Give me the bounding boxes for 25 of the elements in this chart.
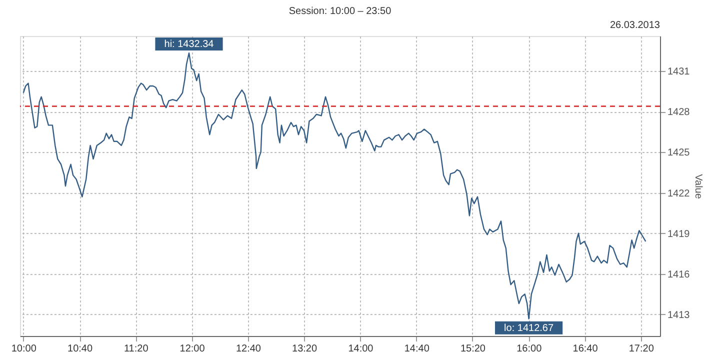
x-tick-label: 13:20	[292, 344, 318, 354]
x-tick-label: 16:00	[516, 344, 542, 354]
y-tick-label: 1431	[668, 66, 690, 78]
line-series	[22, 52, 646, 320]
chart-title: Session: 10:00 – 23:50	[288, 6, 392, 17]
y-tick-label: 1419	[668, 228, 690, 240]
annotation: lo: 1412.67	[504, 322, 554, 334]
x-tick-label: 14:40	[404, 344, 430, 354]
x-tick-label: 11:20	[124, 344, 149, 354]
x-tick-label: 10:00	[11, 344, 37, 354]
x-tick-label: 12:00	[180, 344, 206, 354]
x-tick-label: 17:20	[628, 344, 654, 354]
y-tick-label: 1416	[668, 269, 690, 280]
text: 26.03.2013	[610, 20, 660, 31]
y-tick-label: 1422	[668, 188, 690, 200]
x-tick-label: 10:40	[68, 344, 93, 354]
y-axis-title: Value	[692, 174, 704, 200]
x-tick-label: 12:40	[236, 344, 262, 354]
x-tick-label: 16:40	[572, 344, 598, 354]
x-tick-label: 14:00	[348, 344, 374, 354]
x-tick-label: 15:20	[460, 344, 486, 354]
y-tick-label: 1428	[668, 107, 690, 118]
annotation: hi: 1432.34	[164, 39, 214, 50]
y-tick-label: 1413	[668, 310, 690, 321]
y-tick-label: 1425	[668, 148, 690, 159]
